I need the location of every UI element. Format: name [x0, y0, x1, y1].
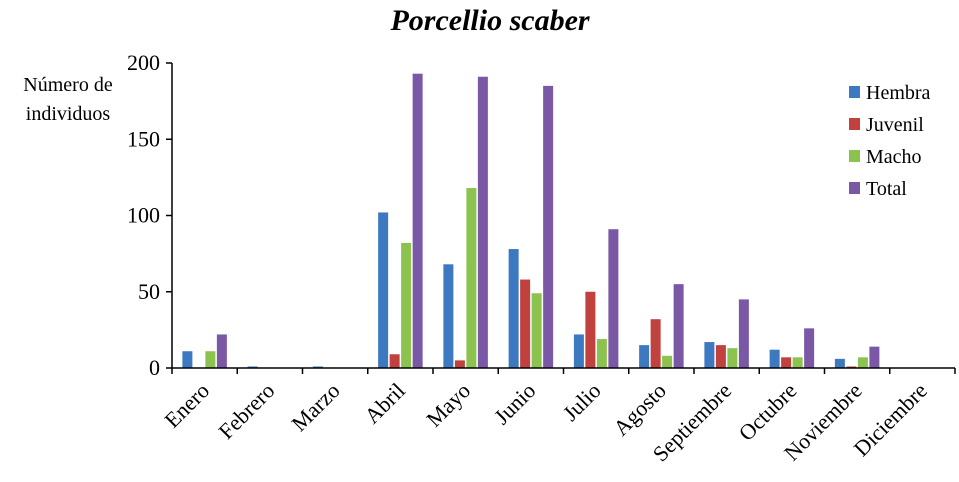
bar-total-noviembre	[869, 346, 880, 368]
legend-swatch-total	[849, 182, 860, 194]
bar-hembra-noviembre	[834, 358, 845, 368]
bar-hembra-abril	[378, 212, 389, 368]
bar-hembra-agosto	[639, 345, 650, 369]
bar-juvenil-noviembre	[846, 366, 857, 368]
bar-macho-abril	[401, 242, 412, 368]
bar-macho-mayo	[466, 188, 477, 368]
bar-total-octubre	[804, 328, 815, 368]
bars-layer	[182, 73, 880, 369]
bar-hembra-octubre	[769, 349, 780, 368]
legend-label-juvenil: Juvenil	[866, 114, 924, 136]
legend-label-hembra: Hembra	[866, 82, 931, 104]
x-tick-label-mayo: Mayo	[421, 378, 475, 432]
bar-macho-agosto	[662, 355, 673, 368]
y-tick-label: 200	[127, 50, 160, 75]
x-tick-label-abril: Abril	[359, 378, 410, 429]
bar-total-enero	[216, 334, 227, 368]
bar-juvenil-agosto	[650, 319, 661, 368]
bar-hembra-enero	[182, 351, 193, 368]
bar-total-junio	[543, 85, 554, 369]
bar-total-julio	[608, 229, 619, 368]
y-tick-label: 0	[149, 355, 160, 380]
y-axis-label-line-1: Número de	[23, 74, 113, 96]
bar-total-abril	[412, 73, 423, 369]
bar-macho-julio	[596, 339, 607, 368]
bar-total-septiembre	[738, 299, 749, 369]
y-tick-label: 100	[127, 203, 160, 228]
bar-hembra-junio	[508, 249, 519, 368]
y-tick-label: 150	[127, 126, 160, 151]
legend: Hembra Juvenil Macho Total	[849, 82, 931, 200]
legend-swatch-hembra	[849, 86, 860, 98]
legend-label-total: Total	[866, 178, 907, 200]
x-tick-label-febrero: Febrero	[213, 378, 279, 444]
bar-macho-octubre	[792, 357, 803, 368]
bar-macho-junio	[531, 293, 542, 368]
chart-title: Porcellio scaber	[389, 4, 589, 37]
bar-total-agosto	[673, 284, 684, 369]
x-tick-label-junio: Junio	[489, 378, 540, 429]
bar-hembra-mayo	[443, 264, 454, 368]
bar-hembra-febrero	[247, 366, 258, 368]
legend-swatch-juvenil	[849, 118, 860, 130]
legend-label-macho: Macho	[866, 146, 922, 168]
x-tick-label-julio: Julio	[558, 378, 606, 426]
bar-total-mayo	[477, 76, 488, 368]
bar-macho-noviembre	[857, 357, 868, 368]
bar-macho-septiembre	[727, 348, 738, 368]
bar-juvenil-abril	[389, 354, 400, 368]
bar-hembra-septiembre	[704, 342, 715, 368]
bar-juvenil-septiembre	[715, 345, 726, 369]
bar-juvenil-octubre	[781, 357, 792, 368]
axes-layer: 0 50 100 150 200 Enero Febrero Marzo Abril Mayo Ju…	[127, 50, 956, 466]
x-tick-label-marzo: Marzo	[286, 378, 344, 436]
bar-macho-enero	[205, 351, 216, 368]
y-tick-label: 50	[138, 279, 160, 304]
x-tick-label-agosto: Agosto	[608, 378, 671, 441]
legend-swatch-macho	[849, 150, 860, 162]
bar-hembra-julio	[573, 334, 584, 368]
bar-juvenil-mayo	[454, 360, 465, 369]
bar-juvenil-julio	[585, 291, 596, 368]
x-tick-label-enero: Enero	[159, 378, 214, 433]
bar-juvenil-junio	[520, 279, 531, 368]
y-axis-label-line-2: individuos	[26, 103, 111, 125]
bar-hembra-marzo	[312, 366, 323, 368]
